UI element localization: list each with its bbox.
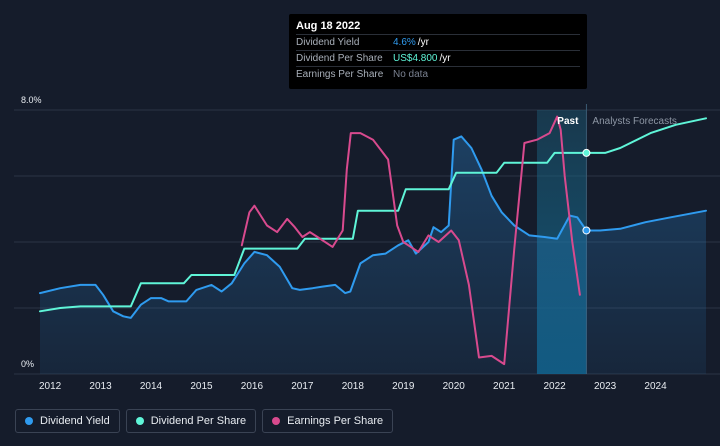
tooltip-row-earnings-per-share: Earnings Per Share No data	[296, 66, 580, 82]
dividend-yield-current-marker	[582, 226, 591, 235]
x-tick-label: 2014	[140, 381, 163, 392]
legend-label: Dividend Yield	[40, 415, 110, 427]
tooltip-label: Dividend Per Share	[296, 53, 383, 64]
tooltip-value: 4.6%	[393, 37, 416, 48]
x-tick-label: 2023	[594, 381, 617, 392]
x-tick-label: 2019	[392, 381, 415, 392]
legend-item-dividend-per-share[interactable]: Dividend Per Share	[125, 409, 257, 433]
tooltip-suffix: /yr	[439, 53, 451, 64]
x-tick-label: 2021	[493, 381, 516, 392]
x-tick-label: 2012	[39, 381, 62, 392]
tooltip-label: Earnings Per Share	[296, 69, 384, 80]
x-tick-label: 2022	[544, 381, 567, 392]
earnings-per-share-dot-icon	[272, 417, 281, 425]
x-tick-label: 2016	[241, 381, 264, 392]
hover-tooltip: Aug 18 2022 Dividend Yield 4.6%/yr Divid…	[289, 14, 587, 89]
dividend-per-share-current-marker	[582, 148, 591, 157]
x-tick-label: 2017	[291, 381, 314, 392]
x-tick-label: 2018	[342, 381, 365, 392]
tooltip-label: Dividend Yield	[296, 37, 360, 48]
dividend-per-share-dot-icon	[135, 417, 144, 425]
tooltip-suffix: /yr	[417, 37, 429, 48]
y-tick-label-bottom: 0%	[21, 359, 35, 369]
earnings-per-share-line	[240, 115, 581, 366]
tooltip-row-dividend-yield: Dividend Yield 4.6%/yr	[296, 34, 580, 50]
legend-item-dividend-yield[interactable]: Dividend Yield	[15, 409, 120, 433]
x-tick-label: 2020	[443, 381, 466, 392]
legend-item-earnings-per-share[interactable]: Earnings Per Share	[262, 409, 394, 433]
dividend-yield-line	[39, 135, 707, 319]
x-tick-label: 2013	[89, 381, 112, 392]
legend-label: Dividend Per Share	[150, 415, 247, 427]
tooltip-value: US$4.800	[393, 53, 438, 64]
past-section-label: Past	[557, 116, 579, 127]
tooltip-row-dividend-per-share: Dividend Per Share US$4.800/yr	[296, 50, 580, 66]
dividend-yield-dot-icon	[25, 417, 33, 425]
tooltip-date: Aug 18 2022	[296, 20, 361, 32]
dividend-per-share-line	[39, 117, 707, 313]
x-tick-label: 2024	[644, 381, 667, 392]
y-tick-label-top: 8.0%	[21, 95, 42, 105]
forecast-section-label: Analysts Forecasts	[592, 116, 676, 127]
tooltip-value: No data	[393, 69, 429, 80]
x-tick-label: 2015	[190, 381, 213, 392]
chart-legend: Dividend Yield Dividend Per Share Earnin…	[15, 409, 394, 433]
legend-label: Earnings Per Share	[287, 415, 384, 427]
